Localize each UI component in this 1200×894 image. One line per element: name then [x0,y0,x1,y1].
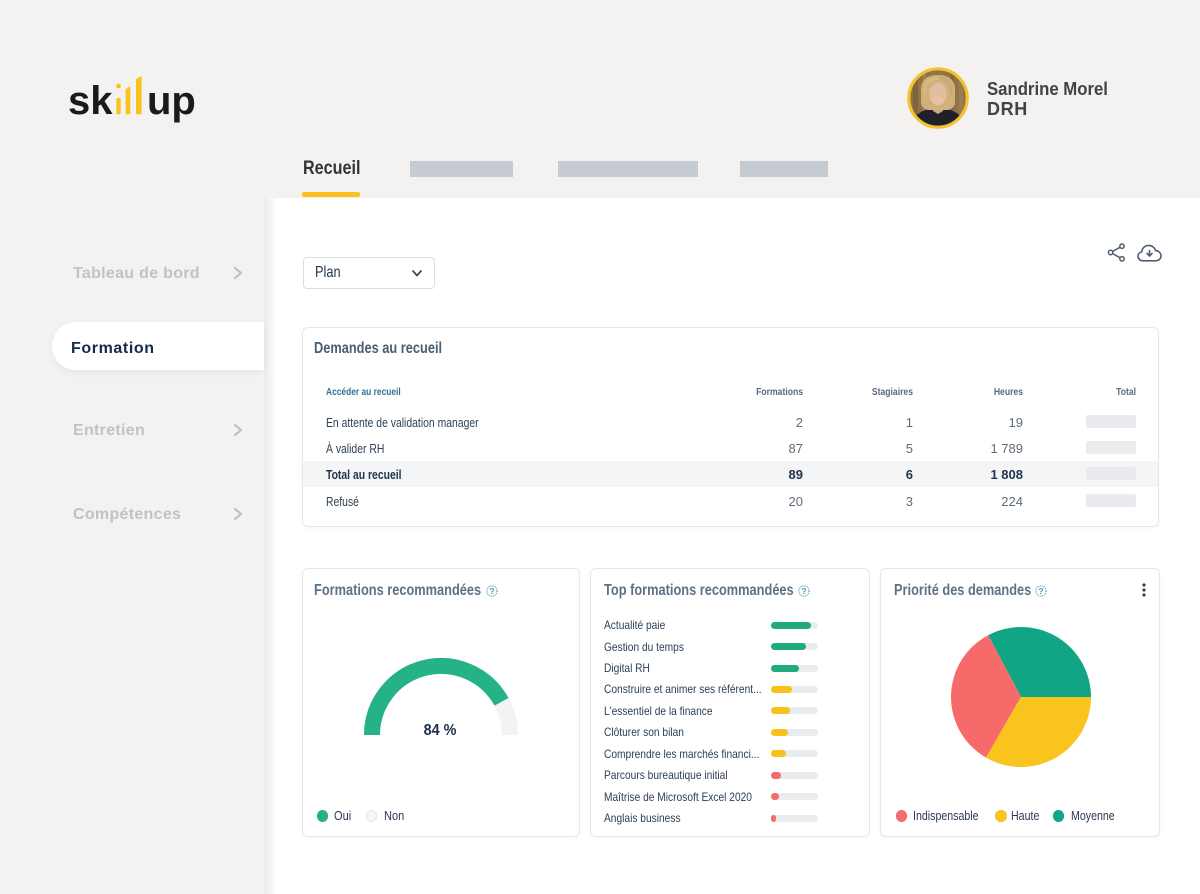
svg-text:up: up [147,79,196,123]
svg-text:sk: sk [68,79,113,123]
svg-text:?: ? [1038,586,1043,596]
svg-text:?: ? [489,586,494,596]
svg-text:?: ? [801,586,806,596]
